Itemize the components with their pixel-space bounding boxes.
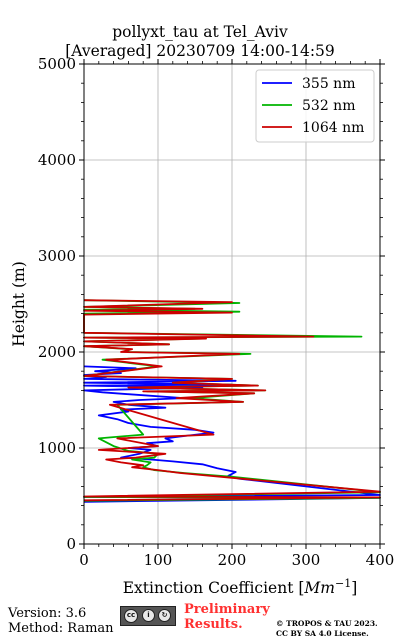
legend-box	[255, 69, 375, 143]
chart-title-line2: [Averaged] 20230709 14:00-14:59	[65, 42, 335, 60]
copyright-line1: © TROPOS & TAU 2023.	[276, 619, 378, 628]
x-tick-label: 0	[79, 551, 89, 569]
method-text: Method: Raman	[8, 621, 114, 636]
legend-label: 532 nm	[302, 98, 355, 114]
x-tick-label: 100	[144, 551, 173, 569]
x-tick-label: 300	[292, 551, 321, 569]
x-tick-label: 400	[366, 551, 395, 569]
preliminary-line1: Preliminary	[184, 602, 270, 617]
preliminary-label: Preliminary Results.	[184, 602, 270, 632]
legend-label: 355 nm	[302, 76, 355, 92]
version-text: Version: 3.6	[8, 606, 87, 621]
y-tick-label: 3000	[38, 247, 76, 265]
chart-title-line1: pollyxt_tau at Tel_Aviv	[112, 23, 288, 41]
preliminary-line2: Results.	[184, 617, 243, 632]
y-tick-label: 4000	[38, 151, 76, 169]
cc-by-sa-icon: cc i ↻	[120, 606, 176, 626]
copyright-line2: CC BY SA 4.0 License.	[276, 629, 369, 638]
x-tick-label: 200	[218, 551, 247, 569]
series-line-1064-nm	[83, 299, 381, 502]
y-tick-label: 0	[66, 535, 76, 553]
y-tick-label: 1000	[38, 439, 76, 457]
y-axis-label: Height (m)	[10, 261, 28, 347]
y-tick-label: 5000	[38, 55, 76, 73]
series-line-355-nm	[83, 365, 381, 503]
x-axis-label: Extinction Coefficient [Mm−1]	[123, 577, 358, 598]
copyright-notice: © TROPOS & TAU 2023. CC BY SA 4.0 Licens…	[276, 619, 378, 639]
y-tick-label: 2000	[38, 343, 76, 361]
legend-label: 1064 nm	[302, 120, 364, 136]
